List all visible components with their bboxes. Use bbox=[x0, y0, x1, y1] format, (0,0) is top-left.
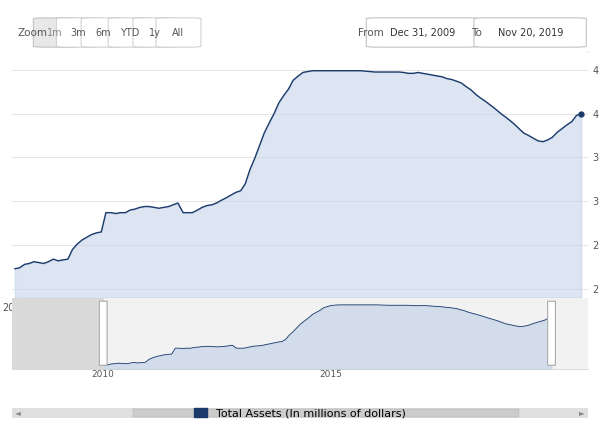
FancyBboxPatch shape bbox=[100, 301, 107, 365]
Legend: Total Assets (In millions of dollars): Total Assets (In millions of dollars) bbox=[190, 403, 410, 423]
FancyBboxPatch shape bbox=[81, 18, 126, 47]
FancyBboxPatch shape bbox=[548, 301, 556, 365]
FancyBboxPatch shape bbox=[156, 18, 201, 47]
Text: ◄: ◄ bbox=[15, 408, 21, 418]
Text: Zoom: Zoom bbox=[18, 28, 48, 37]
Text: 3m: 3m bbox=[70, 28, 86, 37]
Text: YTD: YTD bbox=[121, 28, 140, 37]
FancyBboxPatch shape bbox=[56, 18, 101, 47]
Text: |||: ||| bbox=[323, 410, 329, 416]
FancyBboxPatch shape bbox=[474, 18, 586, 47]
Text: ►: ► bbox=[579, 408, 585, 418]
FancyBboxPatch shape bbox=[34, 18, 78, 47]
FancyBboxPatch shape bbox=[366, 18, 479, 47]
Bar bbox=[12, 298, 103, 369]
Text: 6m: 6m bbox=[95, 28, 111, 37]
Text: Dec 31, 2009: Dec 31, 2009 bbox=[390, 28, 455, 37]
Text: 1m: 1m bbox=[47, 28, 63, 37]
Text: Nov 20, 2019: Nov 20, 2019 bbox=[498, 28, 563, 37]
FancyBboxPatch shape bbox=[108, 18, 153, 47]
Text: 1y: 1y bbox=[149, 28, 161, 37]
Text: From: From bbox=[358, 28, 383, 37]
Text: To: To bbox=[471, 28, 482, 37]
Text: All: All bbox=[172, 28, 184, 37]
FancyBboxPatch shape bbox=[133, 18, 178, 47]
FancyBboxPatch shape bbox=[133, 409, 519, 417]
